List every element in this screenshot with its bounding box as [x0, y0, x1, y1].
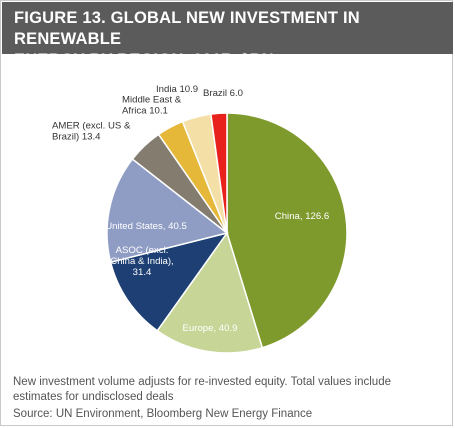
slice-label-line: United States, 40.5: [105, 221, 187, 232]
pie-slice: [109, 231, 229, 332]
pie-labels: China, 126.6 Europe, 40.9 ASOC (excl. China…: [52, 84, 329, 334]
slice-label-line: 31.4: [133, 267, 152, 278]
slice-label-line: China, 126.6: [275, 211, 329, 222]
figure-header: FIGURE 13. GLOBAL NEW INVESTMENT IN RENE…: [2, 2, 453, 69]
slice-label-line: India 10.9: [156, 84, 198, 95]
slice-label-line: Africa 10.1: [122, 106, 168, 117]
slice-label-line: China & India),: [110, 256, 173, 267]
slice-label-line: Brazil) 13.4: [52, 132, 101, 143]
pie-slice: [156, 231, 264, 354]
slice-label: ASOC (excl. China & India), 31.4: [110, 245, 173, 278]
footnote: New investment volume adjusts for re-inv…: [13, 376, 391, 403]
source-line: Source: UN Environment, Bloomberg New En…: [13, 408, 313, 420]
slice-label-line: Brazil 6.0: [203, 88, 243, 99]
slice-label-line: Europe, 40.9: [183, 323, 238, 334]
pie-slice: [210, 112, 228, 234]
figure-title: FIGURE 13. GLOBAL NEW INVESTMENT IN RENE…: [14, 9, 360, 69]
slice-label: United States, 40.5: [105, 221, 187, 232]
slice-label: Brazil 6.0: [203, 88, 243, 99]
pie-chart: China, 126.6 Europe, 40.9 ASOC (excl. China…: [52, 84, 348, 354]
slice-label: Middle East & Africa 10.1: [122, 95, 182, 117]
slice-label-line: Middle East &: [122, 95, 182, 106]
pie-slice: [226, 112, 348, 349]
slice-label-line: AMER (excl. US &: [52, 121, 131, 132]
slice-label: Europe, 40.9: [183, 323, 238, 334]
slice-label-line: ASOC (excl.: [116, 245, 169, 256]
pie-slices: [106, 112, 348, 354]
slice-label: India 10.9: [156, 84, 198, 95]
slice-label: China, 126.6: [275, 211, 329, 222]
pie-slice: [106, 158, 229, 264]
slice-label: AMER (excl. US & Brazil) 13.4: [52, 121, 131, 143]
